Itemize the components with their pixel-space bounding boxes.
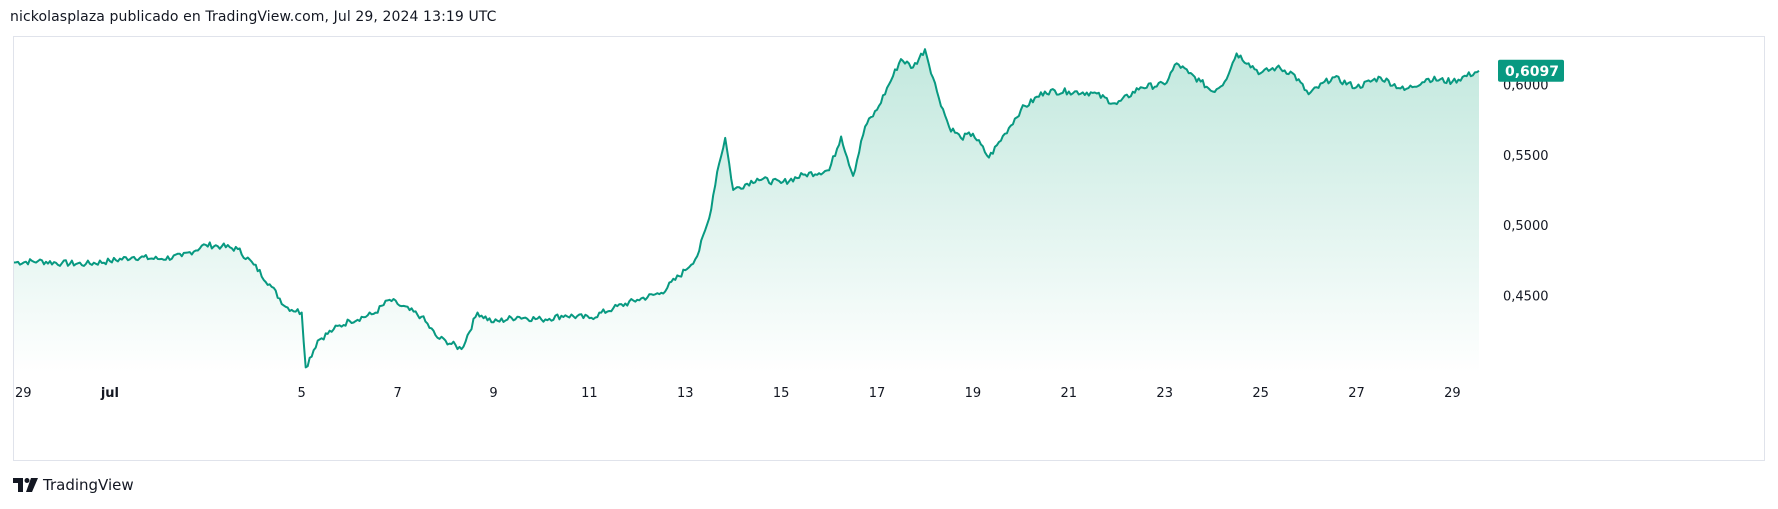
chart-caption: nickolasplaza publicado en TradingView.c…	[10, 9, 497, 25]
x-tick-label: 21	[1061, 386, 1078, 401]
footer-brand-text: TradingView	[43, 476, 134, 494]
price-area-fill	[14, 49, 1479, 373]
y-tick-label: 0,5000	[1503, 219, 1549, 234]
price-chart[interactable]: 0,6000 0,5500 0,5000 0,4500 29 jul 5 7 9 11 13 15 1…	[14, 37, 1764, 460]
tradingview-logo-icon	[13, 477, 39, 493]
x-tick-label: 5	[298, 386, 306, 401]
y-tick-label: 0,6000	[1503, 78, 1549, 93]
x-tick-label: 11	[581, 386, 598, 401]
x-tick-label: 7	[393, 386, 401, 401]
last-price-badge	[1498, 59, 1564, 82]
x-tick-label: 27	[1348, 386, 1365, 401]
footer-brand[interactable]: TradingView	[13, 476, 134, 494]
last-price-label: 0,6097	[1498, 59, 1564, 82]
x-tick-label: 17	[869, 386, 886, 401]
x-tick-label: jul	[100, 386, 119, 401]
price-series-line	[14, 48, 1480, 369]
x-tick-label: 29	[15, 386, 32, 401]
last-price-value: 0,6097	[1505, 64, 1559, 80]
x-tick-label: 19	[965, 386, 982, 401]
x-tick-label: 15	[773, 386, 790, 401]
x-tick-label: 29	[1444, 386, 1461, 401]
x-tick-label: 25	[1252, 386, 1269, 401]
x-tick-label: 13	[677, 386, 694, 401]
x-tick-label: 23	[1156, 386, 1173, 401]
x-tick-label: 9	[489, 386, 497, 401]
y-tick-label: 0,5500	[1503, 149, 1549, 164]
chart-panel[interactable]: 0,6000 0,5500 0,5000 0,4500 29 jul 5 7 9 11 13 15 1…	[13, 36, 1765, 461]
y-tick-label: 0,4500	[1503, 290, 1549, 305]
